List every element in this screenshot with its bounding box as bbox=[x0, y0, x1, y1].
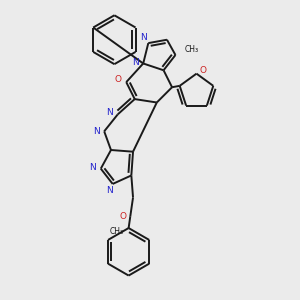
Text: N: N bbox=[106, 185, 113, 194]
Text: O: O bbox=[119, 212, 126, 221]
Text: O: O bbox=[199, 66, 206, 75]
Text: CH₃: CH₃ bbox=[110, 227, 124, 236]
Text: O: O bbox=[114, 75, 121, 84]
Text: N: N bbox=[93, 127, 99, 136]
Text: N: N bbox=[89, 164, 96, 172]
Text: N: N bbox=[106, 108, 113, 117]
Text: N: N bbox=[140, 33, 147, 42]
Text: CH₃: CH₃ bbox=[185, 45, 199, 54]
Text: N: N bbox=[132, 58, 139, 67]
